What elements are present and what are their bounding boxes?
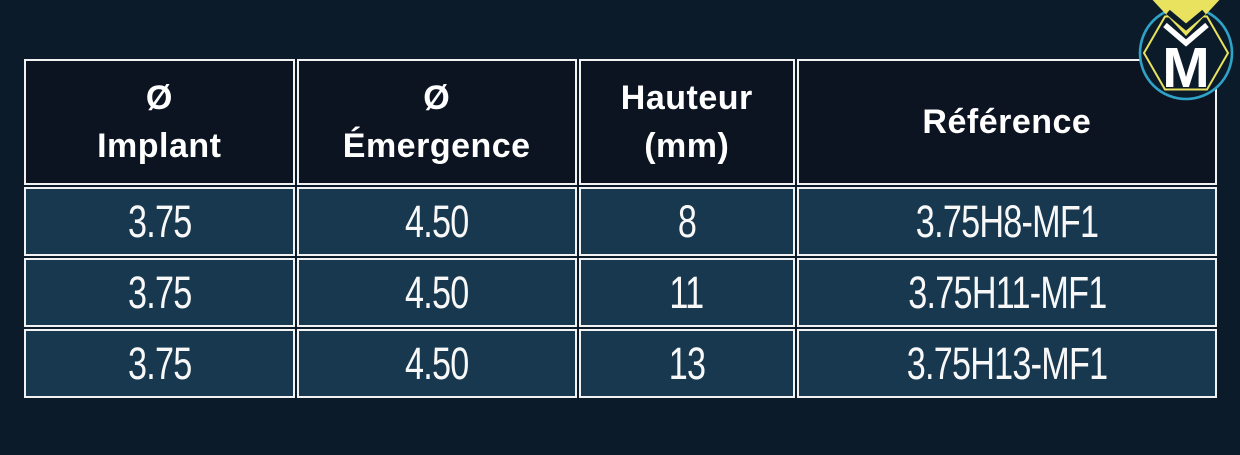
cell-text: 3.75H13-MF1 <box>906 337 1108 389</box>
cell-text: 4.50 <box>404 195 469 247</box>
cell-text: 3.75H8-MF1 <box>915 195 1099 247</box>
header-line: Référence <box>922 102 1092 141</box>
cell-text: 4.50 <box>404 337 469 389</box>
table-row: 3.75 4.50 8 3.75H8-MF1 <box>24 187 1217 256</box>
cell-implant-diameter: 3.75 <box>24 329 295 398</box>
header-line: Émergence <box>342 127 531 165</box>
cell-text: 11 <box>669 266 705 318</box>
cell-text: 3.75 <box>127 195 192 247</box>
cell-emergence-diameter: 4.50 <box>296 187 577 256</box>
cell-text: 8 <box>677 195 697 247</box>
cell-height: 13 <box>578 329 795 398</box>
header-line: Implant <box>97 127 222 165</box>
header-implant-diameter: Ø Implant <box>24 59 295 185</box>
cell-height: 8 <box>578 187 795 256</box>
table-header-row: Ø Implant Ø Émergence Hauteur (mm) Référ… <box>24 59 1217 185</box>
logo-hexagon-icon <box>1142 15 1230 91</box>
cell-emergence-diameter: 4.50 <box>296 329 577 398</box>
cell-implant-diameter: 3.75 <box>24 187 295 256</box>
cell-implant-diameter: 3.75 <box>24 258 295 327</box>
cell-text: 3.75 <box>127 337 192 389</box>
header-line: Hauteur <box>620 78 753 117</box>
header-line: Ø <box>423 78 451 117</box>
table-row: 3.75 4.50 11 3.75H11-MF1 <box>24 258 1217 327</box>
header-reference: Référence <box>796 59 1217 185</box>
header-height-mm: Hauteur (mm) <box>578 59 795 185</box>
cell-emergence-diameter: 4.50 <box>296 258 577 327</box>
notch-chevron-icon <box>1166 9 1206 31</box>
cell-text: 13 <box>668 337 706 389</box>
header-line: Ø <box>145 78 173 117</box>
implant-spec-table: Ø Implant Ø Émergence Hauteur (mm) Référ… <box>22 57 1219 400</box>
diamond-icon <box>1152 0 1220 36</box>
cell-text: 4.50 <box>404 266 469 318</box>
chevron-down-icon <box>1163 22 1209 47</box>
logo-letter-m: M <box>1162 36 1209 100</box>
header-line: (mm) <box>644 127 730 165</box>
cell-height: 11 <box>578 258 795 327</box>
cell-reference: 3.75H13-MF1 <box>796 329 1217 398</box>
cell-text: 3.75 <box>127 266 192 318</box>
cell-reference: 3.75H8-MF1 <box>796 187 1217 256</box>
brand-logo: M <box>1118 0 1240 106</box>
table-row: 3.75 4.50 13 3.75H13-MF1 <box>24 329 1217 398</box>
header-emergence-diameter: Ø Émergence <box>296 59 577 185</box>
cell-reference: 3.75H11-MF1 <box>796 258 1217 327</box>
cell-text: 3.75H11-MF1 <box>907 266 1107 318</box>
